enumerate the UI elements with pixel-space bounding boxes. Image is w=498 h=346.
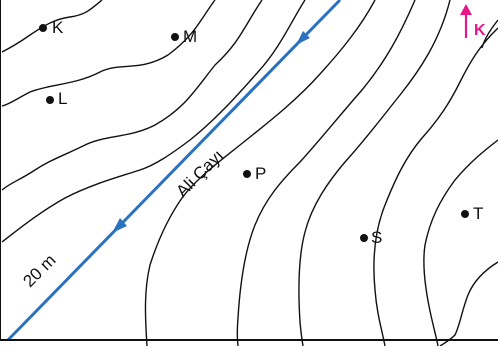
point-label: K bbox=[52, 18, 64, 37]
point-marker bbox=[46, 96, 54, 104]
contour-interval-label: 20 m bbox=[19, 251, 59, 291]
contour-line bbox=[144, 0, 376, 346]
point-label: M bbox=[183, 27, 197, 46]
flow-arrow-icon bbox=[296, 31, 310, 45]
contour-line bbox=[439, 261, 498, 346]
river-name-label: Ali Çayı bbox=[172, 146, 227, 201]
contour-line bbox=[1, 0, 306, 243]
contour-line bbox=[236, 0, 416, 346]
point-label: L bbox=[58, 89, 67, 108]
point-s: S bbox=[360, 228, 382, 247]
contour-line bbox=[481, 19, 498, 49]
contour-line bbox=[373, 27, 498, 346]
point-p: P bbox=[243, 164, 266, 183]
point-l: L bbox=[46, 89, 67, 108]
point-t: T bbox=[461, 204, 483, 223]
point-m: M bbox=[171, 27, 197, 46]
river-line bbox=[6, 0, 342, 342]
point-marker bbox=[39, 24, 47, 32]
contour-lines-east bbox=[144, 0, 498, 346]
north-arrowhead-icon bbox=[460, 4, 472, 15]
contour-lines bbox=[1, 0, 306, 243]
point-label: T bbox=[473, 204, 483, 223]
contour-line bbox=[423, 139, 498, 346]
point-marker bbox=[360, 234, 368, 242]
contour-line bbox=[1, 0, 216, 107]
point-label: P bbox=[255, 164, 266, 183]
point-marker bbox=[461, 210, 469, 218]
map-points: K M L P S T bbox=[39, 18, 483, 247]
point-label: S bbox=[371, 228, 382, 247]
contour-line bbox=[298, 0, 451, 346]
river bbox=[6, 0, 342, 342]
point-marker bbox=[243, 170, 251, 178]
contour-line bbox=[1, 0, 103, 53]
north-label: K bbox=[474, 22, 486, 39]
point-marker bbox=[171, 33, 179, 41]
north-arrow: K bbox=[460, 4, 486, 39]
contour-line bbox=[1, 0, 263, 191]
point-k: K bbox=[39, 18, 64, 37]
flow-arrow-icon bbox=[112, 218, 127, 233]
